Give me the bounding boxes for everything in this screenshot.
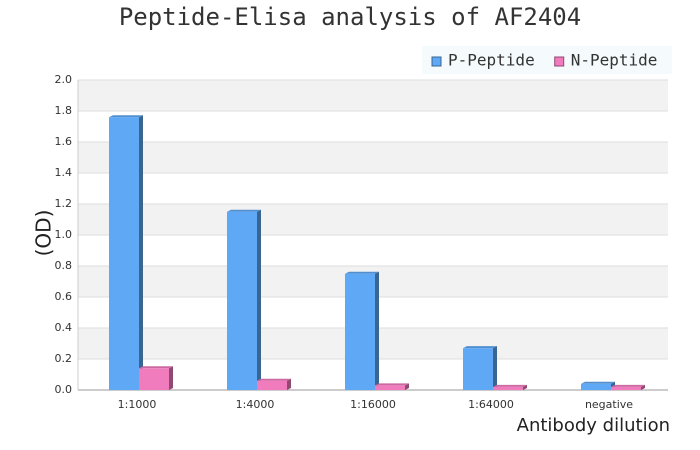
y-tick-label: 1.4 — [55, 166, 73, 179]
legend-label: N-Peptide — [571, 51, 658, 70]
y-tick-label: 2.0 — [55, 73, 73, 86]
bar-top — [493, 384, 527, 387]
bar — [493, 386, 523, 390]
y-tick-label: 1.2 — [55, 197, 73, 210]
bar-top — [581, 381, 615, 384]
bar-side — [169, 366, 173, 390]
y-tick-label: 1.8 — [55, 104, 73, 117]
bar-side — [523, 384, 527, 390]
x-tick-label: 1:16000 — [350, 398, 396, 411]
bar-side — [287, 378, 291, 390]
bar-side — [375, 271, 379, 390]
legend: P-Peptide N-Peptide — [422, 46, 672, 74]
bar — [139, 368, 169, 390]
y-axis-label: (OD) — [32, 210, 56, 257]
legend-box — [422, 46, 672, 74]
bar-top — [227, 209, 261, 212]
bar-top — [375, 383, 409, 386]
y-tick-label: 0.4 — [55, 321, 73, 334]
x-axis-label: Antibody dilution — [517, 415, 670, 436]
y-tick-label: 0.2 — [55, 352, 73, 365]
bar-top — [139, 366, 173, 369]
bar-top — [345, 271, 379, 274]
x-tick-label: negative — [585, 398, 633, 411]
grid-band — [78, 80, 668, 111]
bar — [109, 117, 139, 390]
y-tick-label: 0.0 — [55, 383, 73, 396]
bar — [257, 380, 287, 390]
x-tick-label: 1:1000 — [118, 398, 157, 411]
bar-top — [257, 378, 291, 381]
bar-side — [641, 384, 645, 390]
grid-band — [78, 142, 668, 173]
bar — [611, 386, 641, 390]
y-tick-label: 1.6 — [55, 135, 73, 148]
legend-swatch — [431, 56, 442, 67]
legend-swatch — [554, 56, 565, 67]
x-tick-label: 1:4000 — [236, 398, 275, 411]
chart-title: Peptide-Elisa analysis of AF2404 — [119, 3, 581, 31]
bar — [345, 273, 375, 390]
y-tick-label: 0.6 — [55, 290, 73, 303]
bar — [375, 385, 405, 390]
bar-top — [463, 346, 497, 349]
bar — [227, 211, 257, 390]
bar-side — [257, 209, 261, 390]
y-tick-label: 1.0 — [55, 228, 73, 241]
x-tick-label: 1:64000 — [468, 398, 514, 411]
bar — [463, 348, 493, 390]
bar-top — [109, 115, 143, 118]
bar-side — [493, 346, 497, 390]
legend-label: P-Peptide — [448, 51, 535, 70]
bar-top — [611, 384, 645, 387]
grid-band — [78, 204, 668, 235]
y-tick-label: 0.8 — [55, 259, 73, 272]
bar-side — [139, 115, 143, 390]
bar-side — [405, 383, 409, 390]
bar — [581, 383, 611, 390]
